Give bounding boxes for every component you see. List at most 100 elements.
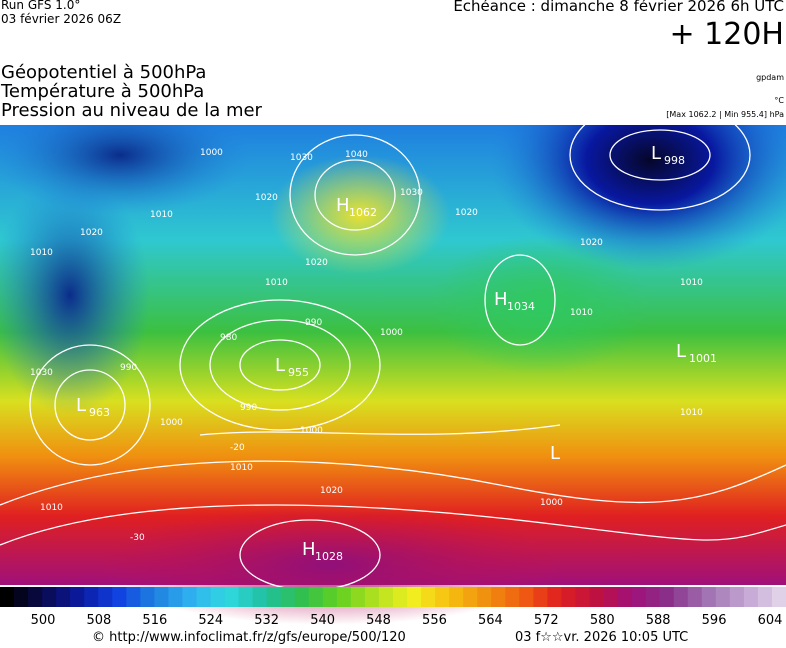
colorbar-tick-label: 532: [254, 613, 279, 625]
colorbar-swatch: [56, 587, 71, 607]
colorbar-swatch: [154, 587, 169, 607]
valid-time: Echéance : dimanche 8 février 2026 6h UT…: [453, 0, 784, 15]
center-letter: L: [676, 341, 686, 362]
colorbar-swatch: [126, 587, 141, 607]
center-letter: H: [336, 195, 350, 216]
center-letter: H: [494, 289, 508, 310]
isobar-label: 1020: [320, 486, 343, 496]
colorbar-tick-label: 500: [31, 613, 56, 625]
isobar-label: 1010: [265, 278, 288, 288]
isobar: [179, 299, 381, 431]
center-value: 963: [89, 406, 110, 419]
cold-pool: [490, 125, 786, 270]
colorbar-swatch: [98, 587, 113, 607]
colorbar-tick-label: 580: [590, 613, 615, 625]
colorbar-swatch: [757, 587, 773, 607]
isobar: [289, 134, 421, 256]
colorbar-tick-label: 596: [702, 613, 727, 625]
unit: gpdam: [756, 73, 784, 82]
isobar-label: -30: [130, 533, 145, 543]
isobar: [0, 504, 786, 546]
isobar-label: 1020: [580, 238, 603, 248]
colorbar-swatch: [505, 587, 520, 607]
layer: Géopotentiel à 500hPa: [1, 62, 207, 83]
center-letter: H: [302, 539, 316, 560]
isobar-label: 1000: [160, 418, 183, 428]
isobar-label: 1030: [400, 188, 423, 198]
center-value: 1062: [349, 206, 377, 219]
generated: 03 f☆☆vr. 2026 10:05 UTC: [515, 630, 689, 645]
colorbar-swatch: [407, 587, 422, 607]
warm-area: [270, 155, 450, 275]
colorbar-tick-label: 516: [142, 613, 167, 625]
isobar: [0, 460, 786, 506]
colorbar-swatch: [42, 587, 57, 607]
center-value: 955: [288, 366, 309, 379]
isobar-label: 1000: [380, 328, 403, 338]
isobar: [239, 339, 321, 391]
colorbar-swatch: [477, 587, 492, 607]
isobar: [609, 129, 711, 181]
pressure-range: [Max 1062.2 | Min 955.4] hPa: [666, 110, 784, 119]
colorbar-swatch: [28, 587, 43, 607]
isobar-label: 1010: [680, 278, 703, 288]
center-letter: L: [651, 143, 661, 164]
colorbar-swatch: [393, 587, 408, 607]
colorbar-swatch: [449, 587, 464, 607]
center-letter: L: [550, 443, 560, 464]
isobar-label: 980: [220, 333, 237, 343]
colorbar-swatch: [491, 587, 506, 607]
isobar-label: 1020: [255, 193, 278, 203]
colorbar-swatch: [294, 587, 310, 607]
unit: °C: [774, 96, 784, 105]
colorbar-swatch: [435, 587, 450, 607]
isobar-label: 1030: [290, 153, 313, 163]
colorbar-tick-label: 588: [646, 613, 671, 625]
colorbar-swatch: [519, 587, 534, 607]
colorbar-swatch: [84, 587, 99, 607]
colorbar-swatch: [463, 587, 478, 607]
colorbar-swatch: [631, 587, 647, 607]
colorbar-swatch: [561, 587, 576, 607]
isobar-label: 990: [305, 318, 322, 328]
colorbar-swatch: [70, 587, 85, 607]
warm-area: [430, 235, 650, 375]
colorbar-tick-label: 508: [87, 613, 112, 625]
colorbar-tick-label: 524: [198, 613, 223, 625]
isobar-label: 1010: [230, 463, 253, 473]
colorbar-swatch: [687, 587, 703, 607]
center-letter: L: [76, 395, 86, 416]
cold-pool: [0, 175, 150, 415]
isobar-label: 1010: [680, 408, 703, 418]
colorbar-swatch: [715, 587, 731, 607]
colorbar-swatch: [238, 587, 254, 607]
colorbar-swatch: [168, 587, 183, 607]
isobar: [209, 319, 351, 411]
colorbar-swatch: [280, 587, 296, 607]
colorbar-swatch: [533, 587, 548, 607]
isobar: [484, 254, 556, 346]
colorbar-swatch: [224, 587, 240, 607]
isobar: [314, 159, 396, 231]
layer: Pression au niveau de la mer: [1, 100, 262, 121]
colorbar-swatch: [112, 587, 127, 607]
colorbar-swatch: [210, 587, 226, 607]
colorbar-swatch: [196, 587, 212, 607]
colorbar-swatch: [701, 587, 717, 607]
colorbar-swatch: [547, 587, 562, 607]
colorbar-swatch: [673, 587, 689, 607]
run-date: 03 février 2026 06Z: [1, 12, 122, 26]
colorbar-tick-label: 564: [478, 613, 503, 625]
isobars: [0, 125, 786, 591]
center-value: 1001: [689, 352, 717, 365]
colorbar-tick-label: 540: [310, 613, 335, 625]
isobar-label: 1010: [30, 248, 53, 258]
colorbar-swatch: [659, 587, 675, 607]
colorbar-swatch: [0, 587, 15, 607]
run: Run GFS 1.0°: [1, 0, 81, 12]
colorbar-swatch: [617, 587, 633, 607]
colorbar-swatch: [308, 587, 324, 607]
colorbar-swatch: [729, 587, 745, 607]
colorbar-tick-label: 604: [758, 613, 783, 625]
